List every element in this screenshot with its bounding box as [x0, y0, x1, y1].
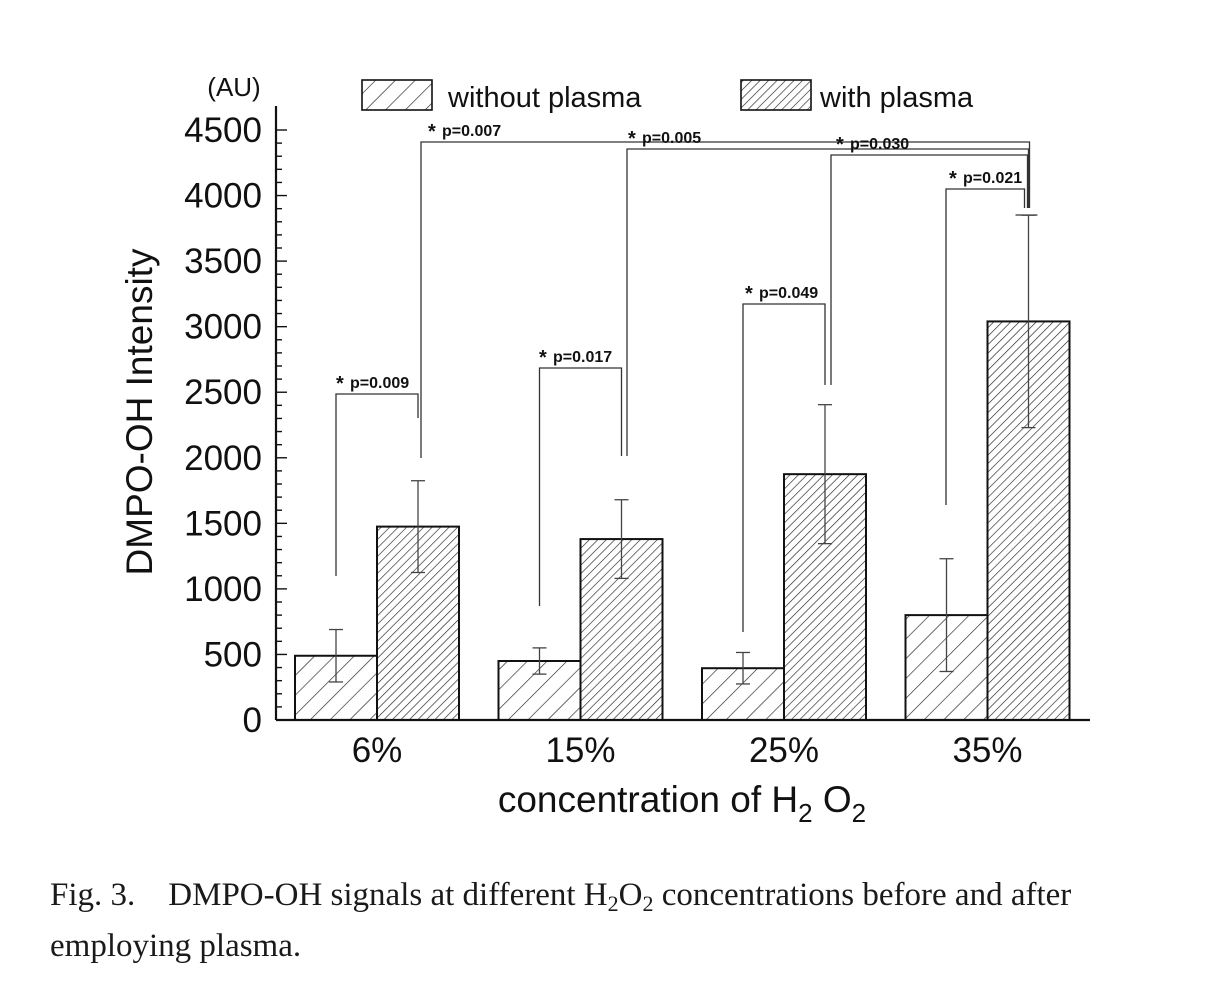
y-tick-label: 1000	[184, 570, 262, 609]
significance-p-value: p=0.009	[350, 375, 409, 392]
caption-fig-number: Fig. 3.	[50, 877, 136, 913]
error-bar-with-plasma-1	[411, 480, 425, 574]
bars	[294, 320, 1071, 722]
caption-sub1: 2	[607, 891, 619, 916]
significance-p-value: p=0.049	[759, 285, 818, 302]
chart-legend: without plasma with plasma	[361, 79, 974, 114]
significance-bracket-7: * p=0.021	[945, 168, 1026, 505]
legend-label: with plasma	[819, 82, 974, 114]
significance-p-value: p=0.021	[963, 170, 1022, 187]
significance-p-value: p=0.030	[850, 136, 909, 153]
y-tick-label: 3000	[184, 308, 262, 347]
y-tick-label: 2500	[184, 373, 262, 412]
legend-label: without plasma	[447, 82, 642, 114]
x-tick-label: 15%	[545, 731, 615, 770]
x-tick-label: 25%	[749, 731, 819, 770]
legend-entry-with-plasma: with plasma	[740, 79, 974, 114]
significance-bracket-3: * p=0.049	[742, 283, 826, 632]
caption-text-a: DMPO-OH signals at different H	[168, 877, 608, 913]
x-tick-label: 35%	[952, 731, 1022, 770]
significance-bracket-1: * p=0.009	[335, 373, 419, 576]
significance-brackets: * p=0.009 * p=0.017 * p=0.049 * p=0.007 * p=0.005…	[335, 121, 1038, 632]
legend-swatch	[740, 79, 812, 111]
y-axis-label: DMPO-OH Intensity	[119, 248, 160, 575]
error-bar-with-plasma-2	[614, 499, 629, 580]
legend-swatch	[361, 79, 433, 111]
x-axis-label-main: concentration of H	[498, 779, 798, 820]
significance-p-value: p=0.017	[553, 349, 612, 366]
significance-star: *	[336, 373, 344, 395]
x-tick-label: 6%	[352, 731, 403, 770]
legend-entry-without-plasma: without plasma	[361, 79, 642, 114]
error-bar-with-plasma-3	[818, 404, 832, 545]
y-tick-label: 0	[243, 701, 262, 740]
error-bar-without-plasma-4	[939, 558, 954, 673]
significance-star: *	[745, 283, 753, 305]
axes: 0 500 1000 1500 2000 2500 3000 3500 4000 4500 6% 15…	[184, 106, 1090, 770]
y-tick-label: 1500	[184, 504, 262, 543]
error-bar-without-plasma-2	[532, 647, 547, 675]
significance-star: *	[836, 134, 844, 156]
y-tick-label: 2000	[184, 439, 262, 478]
dmpo-oh-bar-chart: without plasma with plasma * p=0.009 * p=0.0…	[119, 72, 1090, 828]
significance-star: *	[539, 347, 547, 369]
significance-bracket-4: * p=0.007	[420, 121, 1031, 458]
significance-star: *	[949, 168, 957, 190]
x-axis-label-sub2: 2	[852, 798, 866, 828]
caption-text-c: concentrations before and after employin…	[50, 877, 1072, 964]
significance-p-value: p=0.007	[442, 123, 501, 140]
significance-bracket-5: * p=0.005	[626, 128, 1030, 456]
significance-bracket-6: * p=0.030	[830, 134, 1029, 385]
error-bar-with-plasma-4	[1021, 214, 1036, 429]
significance-p-value: p=0.005	[642, 130, 701, 147]
x-axis-label: concentration of H2 O2	[498, 779, 866, 828]
x-axis-label-mid: O	[813, 779, 852, 820]
y-tick-label: 4000	[184, 177, 262, 216]
significance-bracket-2: * p=0.017	[538, 347, 623, 606]
error-bar-without-plasma-1	[329, 628, 343, 683]
y-tick-label: 4500	[184, 111, 262, 150]
y-tick-label: 500	[204, 635, 262, 674]
caption-sub2: 2	[642, 891, 654, 916]
error-bar-without-plasma-3	[736, 651, 750, 685]
figure-caption: Fig. 3. DMPO-OH signals at different H2O…	[50, 874, 1180, 967]
significance-star: *	[628, 128, 636, 150]
x-axis-label-sub1: 2	[798, 798, 812, 828]
significance-star: *	[428, 121, 436, 143]
error-bars	[329, 214, 1036, 685]
caption-text-b: O	[618, 877, 643, 913]
y-tick-label: 3500	[184, 242, 262, 281]
y-unit-label: (AU)	[207, 72, 260, 102]
